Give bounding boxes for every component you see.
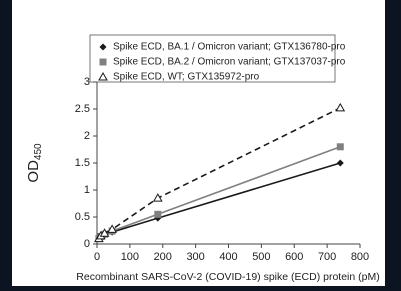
y-tick-label: 1 bbox=[84, 184, 90, 196]
x-tick-label: 300 bbox=[186, 251, 204, 263]
legend-label: Spike ECD, BA.2 / Omicron variant; GTX13… bbox=[113, 57, 346, 68]
y-tick-label: 0.5 bbox=[75, 211, 90, 223]
page: {"chart_data": {"type": "line", "xlabel"… bbox=[0, 0, 401, 286]
y-tick-label: 0 bbox=[84, 238, 90, 250]
legend-label: Spike ECD, BA.1 / Omicron variant; GTX13… bbox=[113, 42, 346, 53]
y-label-subscript: 450 bbox=[33, 143, 44, 160]
x-tick-label: 600 bbox=[285, 251, 303, 263]
x-tick-label: 0 bbox=[94, 251, 100, 263]
x-tick-label: 700 bbox=[318, 251, 336, 263]
x-tick-label: 800 bbox=[351, 251, 369, 263]
y-label-main: OD bbox=[25, 160, 42, 183]
y-tick-label: 3 bbox=[84, 76, 90, 88]
legend-label: Spike ECD, WT; GTX135972-pro bbox=[113, 72, 260, 83]
y-tick-label: 2 bbox=[84, 130, 90, 142]
x-axis-label: Recombinant SARS-CoV-2 (COVID-19) spike … bbox=[76, 271, 379, 283]
point bbox=[154, 211, 161, 218]
x-tick-label: 400 bbox=[219, 251, 237, 263]
x-tick-label: 200 bbox=[154, 251, 172, 263]
y-tick-label: 2.5 bbox=[75, 103, 90, 115]
x-tick-label: 100 bbox=[121, 251, 139, 263]
legend-marker bbox=[100, 59, 107, 66]
point bbox=[337, 143, 344, 150]
chart: Recombinant SARS-CoV-2 (COVID-19) spike … bbox=[0, 0, 401, 286]
x-tick-label: 500 bbox=[252, 251, 270, 263]
y-tick-label: 1.5 bbox=[75, 157, 90, 169]
